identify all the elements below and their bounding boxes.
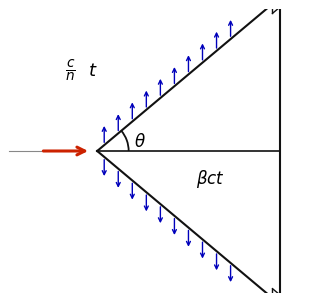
Text: $\frac{c}{n}$: $\frac{c}{n}$ xyxy=(65,58,75,84)
Text: $\beta ct$: $\beta ct$ xyxy=(196,168,225,190)
Text: $t$: $t$ xyxy=(88,62,97,80)
Text: $\theta$: $\theta$ xyxy=(134,133,145,151)
